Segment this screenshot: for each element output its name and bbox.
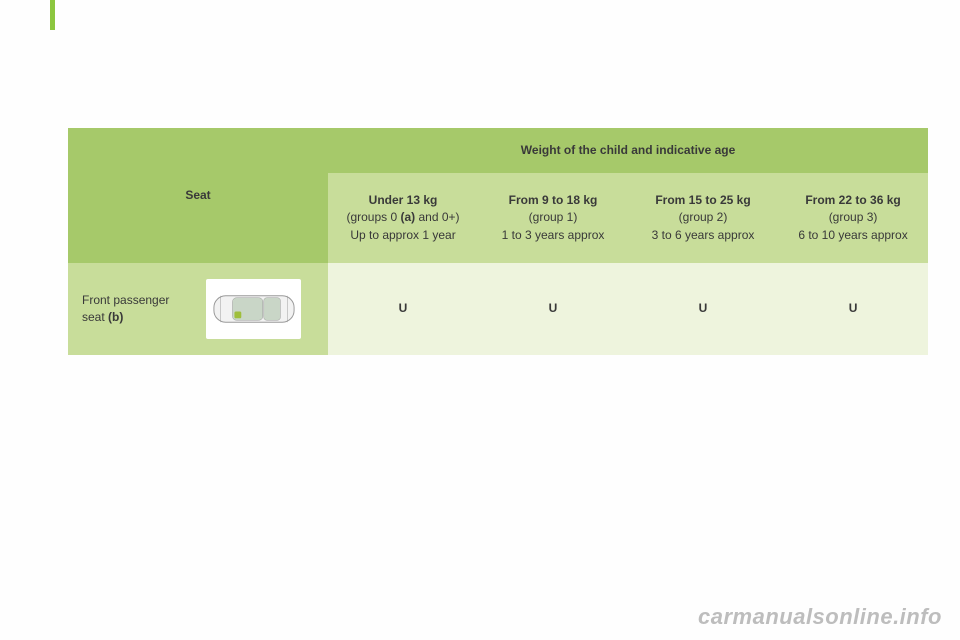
group-0-title: Under 13 kg: [369, 193, 438, 207]
group-1-sub1: (group 1): [529, 210, 578, 224]
seat-label-text: Front passenger seat (b): [82, 292, 190, 327]
table-row: Front passenger seat (b) U: [68, 263, 928, 355]
watermark: carmanualsonline.info: [698, 604, 942, 630]
group-2-title: From 15 to 25 kg: [655, 193, 750, 207]
seat-label-cell: Front passenger seat (b): [68, 263, 198, 355]
car-top-icon: [206, 279, 301, 339]
weight-header-label: Weight of the child and indicative age: [521, 143, 735, 157]
group-3-sub2: 6 to 10 years approx: [798, 228, 907, 242]
value-2: U: [699, 301, 708, 315]
seat-label-bold: (b): [108, 310, 123, 324]
group-3-title: From 22 to 36 kg: [805, 193, 900, 207]
group-0-sub2: Up to approx 1 year: [350, 228, 455, 242]
value-cell-2: U: [628, 263, 778, 355]
value-cell-0: U: [328, 263, 478, 355]
seat-label-pre: Front passenger seat: [82, 293, 169, 324]
group-1-title: From 9 to 18 kg: [509, 193, 598, 207]
value-cell-3: U: [778, 263, 928, 355]
page: Seat Weight of the child and indicative …: [0, 0, 960, 640]
group-3-sub1: (group 3): [829, 210, 878, 224]
group-0-header: Under 13 kg (groups 0 (a) and 0+) Up to …: [328, 173, 478, 263]
group-2-sub2: 3 to 6 years approx: [652, 228, 755, 242]
value-1: U: [549, 301, 558, 315]
seat-image-cell: [198, 263, 328, 355]
table-header-row-1: Seat Weight of the child and indicative …: [68, 128, 928, 173]
value-3: U: [849, 301, 858, 315]
group-1-header: From 9 to 18 kg (group 1) 1 to 3 years a…: [478, 173, 628, 263]
group-2-header: From 15 to 25 kg (group 2) 3 to 6 years …: [628, 173, 778, 263]
value-cell-1: U: [478, 263, 628, 355]
group-2-sub1: (group 2): [679, 210, 728, 224]
child-seat-table: Seat Weight of the child and indicative …: [68, 128, 928, 355]
seat-header: Seat: [68, 128, 328, 263]
group-3-header: From 22 to 36 kg (group 3) 6 to 10 years…: [778, 173, 928, 263]
group-1-sub2: 1 to 3 years approx: [502, 228, 605, 242]
group-0-sub1: (groups 0 (a) and 0+): [346, 210, 459, 224]
value-0: U: [399, 301, 408, 315]
seat-header-label: Seat: [185, 188, 210, 202]
accent-bar: [50, 0, 55, 30]
weight-header: Weight of the child and indicative age: [328, 128, 928, 173]
